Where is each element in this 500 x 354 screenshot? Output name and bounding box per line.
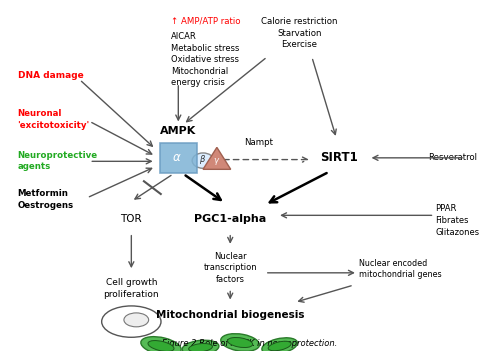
Ellipse shape [188,343,212,352]
Ellipse shape [141,337,181,354]
Text: Nuclear
transcription
factors: Nuclear transcription factors [204,252,257,284]
Circle shape [192,153,214,168]
Text: TOR: TOR [120,214,142,224]
Text: AMPK: AMPK [160,126,196,136]
Text: Neuroprotective
agents: Neuroprotective agents [18,151,98,171]
Text: $\beta$: $\beta$ [200,153,206,166]
Ellipse shape [262,338,298,354]
Text: Metformin
Oestrogens: Metformin Oestrogens [18,189,74,210]
Ellipse shape [124,313,148,327]
Text: Nampt: Nampt [244,138,273,147]
Text: DNA damage: DNA damage [18,72,84,80]
Ellipse shape [268,341,291,351]
Ellipse shape [221,334,260,352]
Text: PPAR
Fibrates
Glitazones: PPAR Fibrates Glitazones [436,204,480,237]
Text: AICAR
Metabolic stress
Oxidative stress
Mitochondrial
energy crisis: AICAR Metabolic stress Oxidative stress … [171,33,239,87]
Text: Figure 2 Role of AMPK in neuroprotection.: Figure 2 Role of AMPK in neuroprotection… [162,339,338,348]
Text: Nuclear encoded
mitochondrial genes: Nuclear encoded mitochondrial genes [359,259,442,279]
Text: Cell growth
proliferation: Cell growth proliferation [104,279,159,298]
Text: Neuronal
'excitotoxicity': Neuronal 'excitotoxicity' [18,109,90,130]
Text: Calorie restriction
Starvation
Exercise: Calorie restriction Starvation Exercise [261,17,338,49]
Ellipse shape [148,341,174,352]
Text: PGC1-alpha: PGC1-alpha [194,214,266,224]
Text: ↑ AMP/ATP ratio: ↑ AMP/ATP ratio [171,17,240,26]
Ellipse shape [102,306,161,337]
Text: $\alpha$: $\alpha$ [172,151,182,164]
Text: $\gamma$: $\gamma$ [213,156,220,167]
Ellipse shape [228,337,252,348]
Ellipse shape [182,340,219,354]
Text: SIRT1: SIRT1 [320,152,358,164]
Text: Mitochondrial biogenesis: Mitochondrial biogenesis [156,310,304,320]
Polygon shape [203,147,230,169]
FancyBboxPatch shape [160,143,197,173]
Text: Resveratrol: Resveratrol [428,153,478,162]
